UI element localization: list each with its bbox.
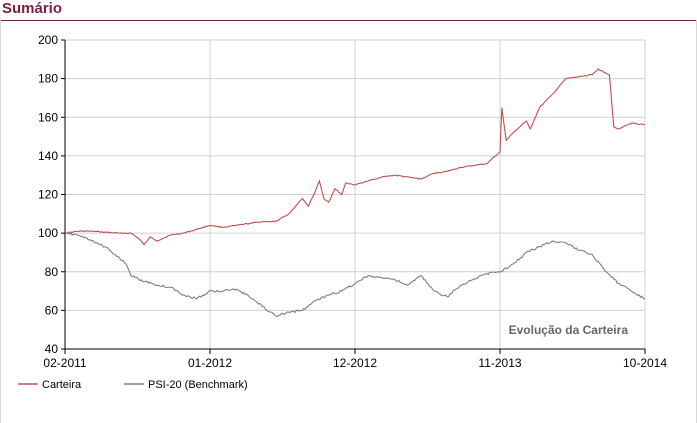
x-tick-label: 10-2014 [623, 356, 667, 370]
series-line-carteira [64, 68, 646, 246]
series-line-psi20 [64, 231, 646, 317]
legend-label: PSI-20 (Benchmark) [148, 379, 248, 391]
x-tick-label: 12-2012 [333, 356, 377, 370]
y-tick-label: 200 [38, 33, 58, 47]
chart-annotation: Evolução da Carteira [509, 323, 629, 337]
y-tick-label: 160 [38, 110, 58, 124]
y-tick-label: 100 [38, 226, 58, 240]
x-tick-labels: 02-2011 01-2012 12-2012 11-2013 10-2014 [43, 356, 667, 370]
y-tick-label: 60 [45, 303, 59, 317]
legend: Carteira PSI-20 (Benchmark) [18, 379, 248, 391]
y-tick-label: 80 [45, 265, 59, 279]
legend-label: Carteira [42, 379, 82, 391]
y-tick-label: 120 [38, 188, 58, 202]
grid-lines [65, 39, 646, 349]
y-tick-labels: 40 60 80 100 120 140 160 180 200 [38, 33, 58, 356]
panel-left-border [0, 20, 1, 423]
x-tick-label: 01-2012 [188, 356, 232, 370]
series-lines [64, 68, 646, 317]
y-tick-label: 140 [38, 149, 58, 163]
title-divider [0, 20, 697, 21]
y-tick-label: 180 [38, 72, 58, 86]
axes [61, 39, 646, 354]
x-tick-label: 02-2011 [43, 356, 86, 370]
page-title: Sumário [2, 0, 63, 17]
x-tick-label: 11-2013 [478, 356, 521, 370]
y-tick-label: 40 [45, 342, 59, 356]
